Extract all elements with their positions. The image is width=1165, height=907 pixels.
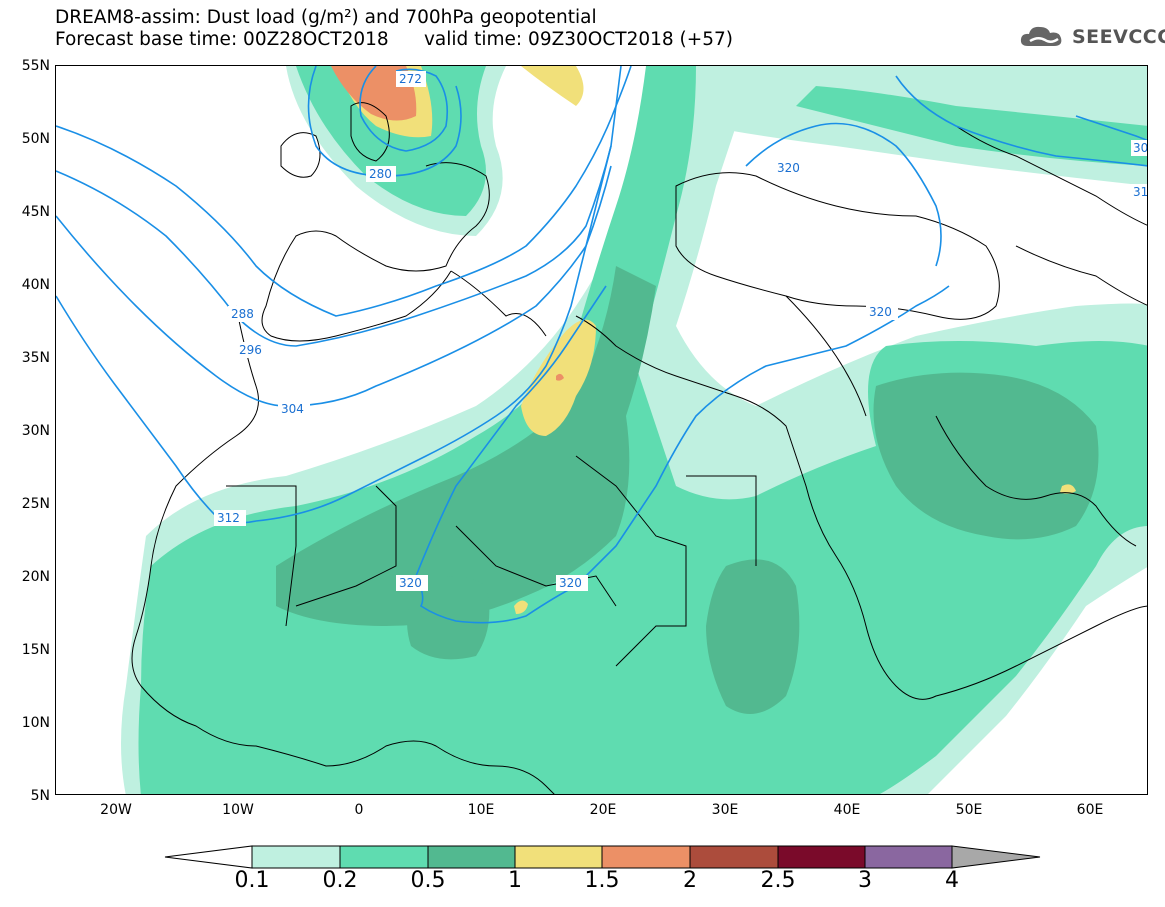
seevccc-logo: SEEVCCC [1018,22,1165,52]
title-line-1: DREAM8-assim: Dust load (g/m²) and 700hP… [55,7,597,28]
colorbar-swatch [251,845,341,869]
svg-text:280: 280 [369,167,392,181]
colorbar-swatch [864,845,953,869]
dust-load-map[interactable]: 272 280 288 296 304 312 320 320 320 320 … [55,65,1148,795]
lat-label: 40N [21,277,50,293]
contour-label-272: 272 [396,71,426,87]
cloud-icon [1020,26,1062,46]
lat-label: 50N [21,131,50,147]
colorbar-label: 0.1 [234,868,270,893]
contour-label-288: 288 [228,306,258,322]
colorbar-label: 4 [945,868,959,893]
borders [131,102,1147,794]
lon-label: 30E [711,802,739,818]
colorbar-swatch [601,845,691,869]
lon-label: 40E [833,802,861,818]
contour-label-320-b: 320 [556,575,588,591]
lat-label: 55N [21,58,50,74]
colorbar-swatch [777,845,866,869]
contour-label-304: 304 [278,401,310,417]
logo-text: SEEVCCC [1072,26,1165,48]
map-canvas: 272 280 288 296 304 312 320 320 320 320 … [56,66,1148,794]
colorbar-label: 1.5 [584,868,620,893]
lon-label: 20W [100,802,132,818]
lat-label: 5N [30,788,50,804]
contour-labels: 272 280 288 296 304 312 320 320 320 320 … [214,71,1148,591]
lat-label: 10N [21,715,50,731]
svg-text:320: 320 [399,576,422,590]
lon-label: 10E [467,802,495,818]
dust-field-orange [331,66,564,381]
lon-label: 50E [955,802,983,818]
svg-text:320: 320 [559,576,582,590]
lon-label: 60E [1076,802,1104,818]
svg-text:296: 296 [239,343,262,357]
svg-text:312: 312 [217,511,240,525]
lat-label: 25N [21,496,50,512]
colorbar-swatch [514,845,603,869]
colorbar-swatch [339,845,429,869]
colorbar-high-triangle [951,845,1041,869]
lon-label: 10W [222,802,254,818]
contour-label-30x: 30 [1131,140,1148,156]
contour-label-320-d: 320 [866,304,898,320]
colorbar-swatch [689,845,779,869]
geopotential-contours [56,66,1147,624]
contour-label-320-c: 320 [774,160,806,176]
svg-text:320: 320 [777,161,800,175]
svg-text:320: 320 [869,305,892,319]
contour-label-280: 280 [366,166,396,182]
svg-text:272: 272 [399,72,422,86]
contour-label-296: 296 [236,342,268,358]
svg-text:30: 30 [1133,141,1148,155]
colorbar-label: 0.2 [322,868,358,893]
colorbar-swatch [427,845,516,869]
lat-label: 45N [21,204,50,220]
colorbar-label: 2.5 [760,868,796,893]
lon-label: 20E [589,802,617,818]
colorbar-label: 1 [508,868,522,893]
svg-text:31: 31 [1133,185,1148,199]
colorbar-label: 0.5 [410,868,446,893]
lat-label: 30N [21,423,50,439]
contour-label-312: 312 [214,510,246,526]
title-line-2: Forecast base time: 00Z28OCT2018 valid t… [55,29,734,50]
lat-label: 20N [21,569,50,585]
dust-field-dark [276,266,1099,714]
colorbar-label: 3 [858,868,872,893]
colorbar-label: 2 [683,868,697,893]
contour-label-320-a: 320 [396,575,428,591]
lon-label: 0 [354,802,364,818]
colorbar-low-triangle [164,845,253,869]
svg-text:304: 304 [281,402,304,416]
lat-label: 15N [21,642,50,658]
contour-label-31x: 31 [1131,184,1148,200]
lat-label: 35N [21,350,50,366]
svg-text:288: 288 [231,307,254,321]
